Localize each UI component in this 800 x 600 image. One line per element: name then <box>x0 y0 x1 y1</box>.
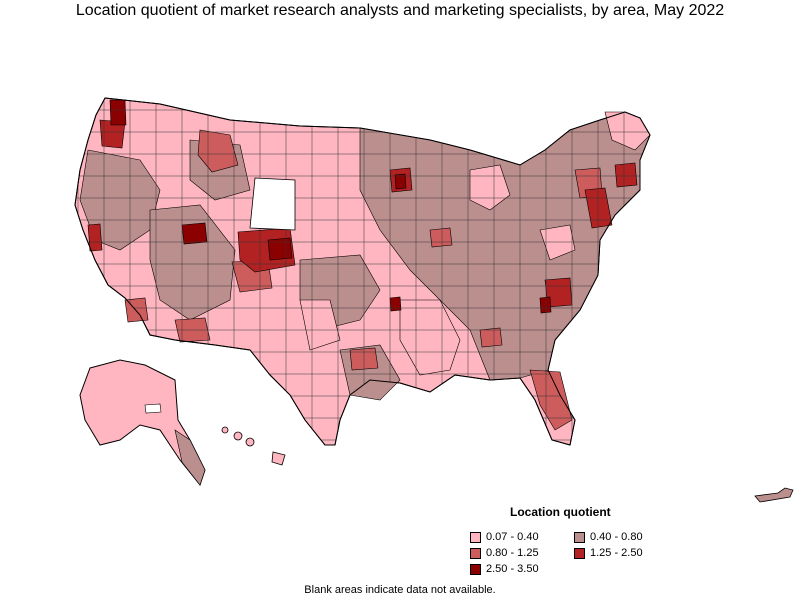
legend-swatch <box>470 531 481 543</box>
legend-item-0-40-0-80: 0.40 - 0.80 <box>574 531 674 543</box>
puerto-rico <box>754 487 794 503</box>
legend-item-1-25-2-50: 1.25 - 2.50 <box>574 547 674 559</box>
legend-swatch <box>574 531 585 543</box>
legend-label: 0.80 - 1.25 <box>486 547 539 559</box>
legend-item-2-50-3-50: 2.50 - 3.50 <box>470 563 570 575</box>
data-availability-note: Blank areas indicate data not available. <box>304 584 496 596</box>
map-title: Location quotient of market research ana… <box>75 2 725 19</box>
map-legend: Location quotient 0.07 - 0.40 0.40 - 0.8… <box>470 505 770 575</box>
legend-item-0-80-1-25: 0.80 - 1.25 <box>470 547 570 559</box>
legend-swatch <box>470 563 481 575</box>
alaska-white-area <box>144 403 162 414</box>
area-boundaries <box>74 97 651 446</box>
legend-label: 2.50 - 3.50 <box>486 563 539 575</box>
legend-label: 0.07 - 0.40 <box>486 531 539 543</box>
hawaii <box>221 426 286 466</box>
legend-swatch <box>574 547 585 559</box>
legend-title: Location quotient <box>510 505 611 519</box>
legend-item-0-07-0-40: 0.07 - 0.40 <box>470 531 570 543</box>
legend-label: 0.40 - 0.80 <box>590 531 643 543</box>
legend-label: 1.25 - 2.50 <box>590 547 643 559</box>
legend-swatch <box>470 547 481 559</box>
area-no-data-wyoming <box>249 177 296 231</box>
alaska-region-mid-low <box>174 429 206 486</box>
